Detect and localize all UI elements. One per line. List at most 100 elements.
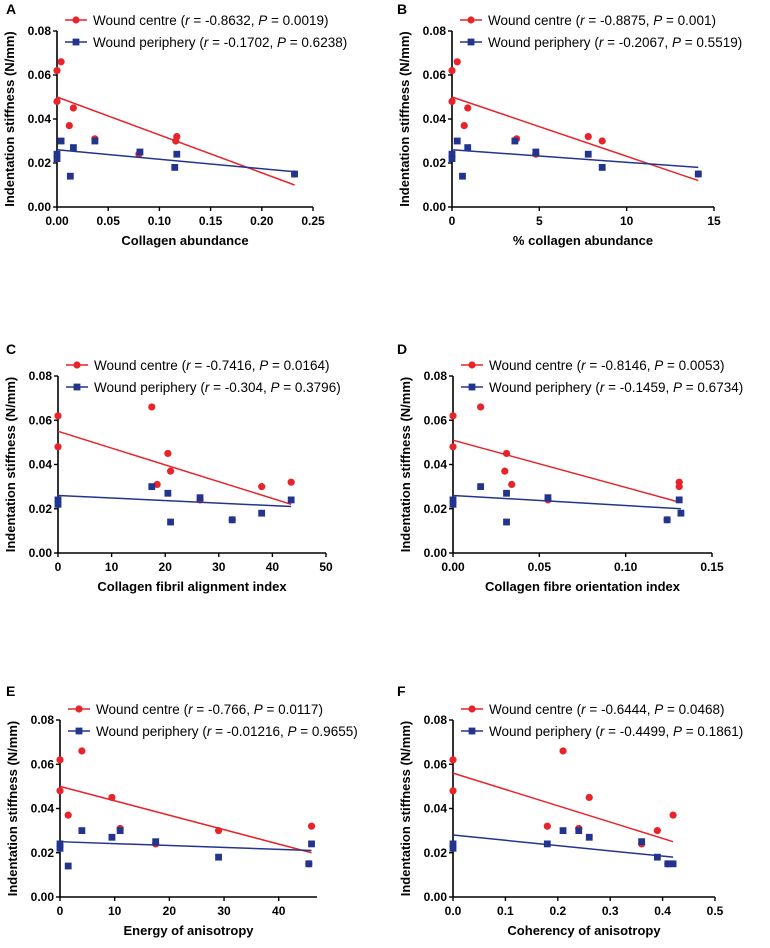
y-tick-label: 0.04 (424, 458, 448, 472)
periphery-data-point (675, 496, 683, 504)
centre-data-point (448, 67, 456, 75)
x-axis-title: Collagen fibre orientation index (485, 579, 681, 594)
y-tick-label: 0.04 (29, 458, 53, 472)
periphery-data-point (53, 150, 61, 158)
periphery-data-point (116, 827, 124, 835)
centre-legend-marker (72, 16, 80, 24)
panel-letter: F (397, 683, 406, 699)
y-axis-title: Indentation stiffness (N/mm) (2, 31, 17, 207)
centre-data-point (502, 449, 511, 458)
centre-data-point (584, 133, 592, 141)
periphery-data-point (308, 840, 315, 848)
chart-panel-f: F 0.00 0.02 0.04 0.06 0.08 0.0 0.1 0.2 0.3 0.4 0.5 C… (397, 683, 743, 938)
y-axis-title: Indentation stiffness (N/mm) (5, 721, 20, 897)
centre-data-point (453, 58, 461, 66)
x-tick-label: 0.3 (602, 904, 619, 918)
centre-data-point (54, 412, 62, 420)
periphery-data-point (228, 516, 236, 524)
periphery-legend-label: Wound periphery (r = -0.1702, P = 0.6238… (93, 35, 347, 50)
centre-data-point (460, 122, 468, 130)
centre-data-point (449, 756, 457, 764)
centre-legend-marker (468, 705, 476, 713)
panel-letter: E (6, 683, 15, 699)
x-tick-label: 20 (163, 904, 177, 918)
centre-data-point (56, 787, 64, 795)
panel-letter: D (397, 341, 407, 357)
centre-regression-line (451, 96, 699, 182)
centre-data-point (166, 467, 175, 475)
y-axis-title: Indentation stiffness (N/mm) (397, 31, 412, 207)
x-axis-title: Coherency of anisotropy (507, 923, 661, 938)
periphery-data-point (148, 483, 156, 491)
x-axis-title: Collagen abundance (121, 233, 248, 248)
chart-panel-a: A 0.00 0.02 0.04 0.06 0.08 0.00 0.05 0.10 0.15 0.2… (2, 1, 347, 248)
centre-data-point (53, 97, 61, 105)
periphery-data-point (258, 509, 266, 517)
y-tick-label: 0.08 (423, 24, 447, 38)
y-axis-title: Indentation stiffness (N/mm) (398, 377, 413, 553)
periphery-regression-line (451, 149, 699, 169)
centre-data-point (108, 793, 116, 802)
periphery-data-point (108, 833, 116, 841)
panel-letter: B (397, 1, 407, 17)
periphery-data-point (459, 172, 466, 180)
periphery-data-point (173, 150, 181, 158)
periphery-data-point (215, 853, 222, 861)
centre-data-point (449, 443, 457, 451)
periphery-legend-label: Wound periphery (r = -0.4499, P = 0.1861… (489, 724, 743, 739)
x-tick-label: 0.2 (549, 904, 566, 918)
periphery-data-point (305, 860, 313, 868)
y-tick-label: 0.08 (28, 24, 52, 38)
centre-legend-label: Wound centre (r = -0.8875, P = 0.001) (488, 13, 716, 28)
centre-data-point (56, 756, 64, 764)
periphery-data-point (78, 827, 86, 835)
periphery-data-point (196, 494, 204, 502)
periphery-data-point (448, 155, 456, 162)
periphery-legend-marker (467, 38, 475, 46)
x-tick-label: 10 (620, 214, 634, 228)
periphery-data-point (56, 840, 64, 848)
centre-data-point (164, 449, 172, 458)
x-tick-label: 20 (159, 560, 173, 574)
x-tick-label: 0.4 (654, 904, 671, 918)
periphery-legend-label: Wound periphery (r = -0.2067, P = 0.5519… (488, 35, 742, 50)
periphery-data-point (57, 137, 65, 145)
centre-data-point (585, 793, 593, 802)
centre-regression-line (57, 430, 292, 506)
centre-data-point (258, 483, 266, 491)
periphery-legend-marker (468, 727, 476, 735)
periphery-data-point (171, 164, 179, 171)
periphery-data-point (449, 840, 457, 848)
centre-data-point (598, 137, 606, 145)
x-tick-label: 0.05 (97, 214, 121, 228)
y-tick-label: 0.02 (28, 156, 52, 170)
centre-data-point (501, 467, 509, 475)
y-tick-label: 0.06 (424, 757, 448, 771)
periphery-data-point (669, 860, 677, 868)
periphery-data-point (638, 838, 646, 846)
centre-legend-label: Wound centre (r = -0.8632, P = 0.0019) (93, 13, 328, 28)
x-tick-label: 0.20 (250, 214, 274, 228)
x-axis-title: Energy of anisotropy (123, 923, 254, 938)
periphery-data-point (477, 483, 485, 491)
periphery-data-point (56, 844, 64, 852)
centre-regression-line (59, 785, 312, 854)
periphery-data-point (69, 144, 77, 151)
y-tick-label: 0.02 (423, 156, 447, 170)
centre-data-point (477, 403, 485, 411)
centre-data-point (153, 480, 161, 489)
x-tick-label: 10 (105, 560, 119, 574)
centre-data-point (64, 811, 72, 819)
periphery-regression-line (57, 494, 292, 508)
centre-data-point (54, 443, 62, 451)
centre-data-point (653, 827, 661, 835)
periphery-data-point (167, 518, 174, 526)
periphery-data-point (532, 148, 540, 156)
periphery-data-point (64, 862, 72, 870)
y-tick-label: 0.00 (29, 546, 53, 560)
periphery-data-point (449, 844, 457, 852)
y-tick-label: 0.02 (424, 502, 448, 516)
centre-legend-marker (75, 705, 83, 713)
y-tick-label: 0.06 (29, 413, 53, 427)
